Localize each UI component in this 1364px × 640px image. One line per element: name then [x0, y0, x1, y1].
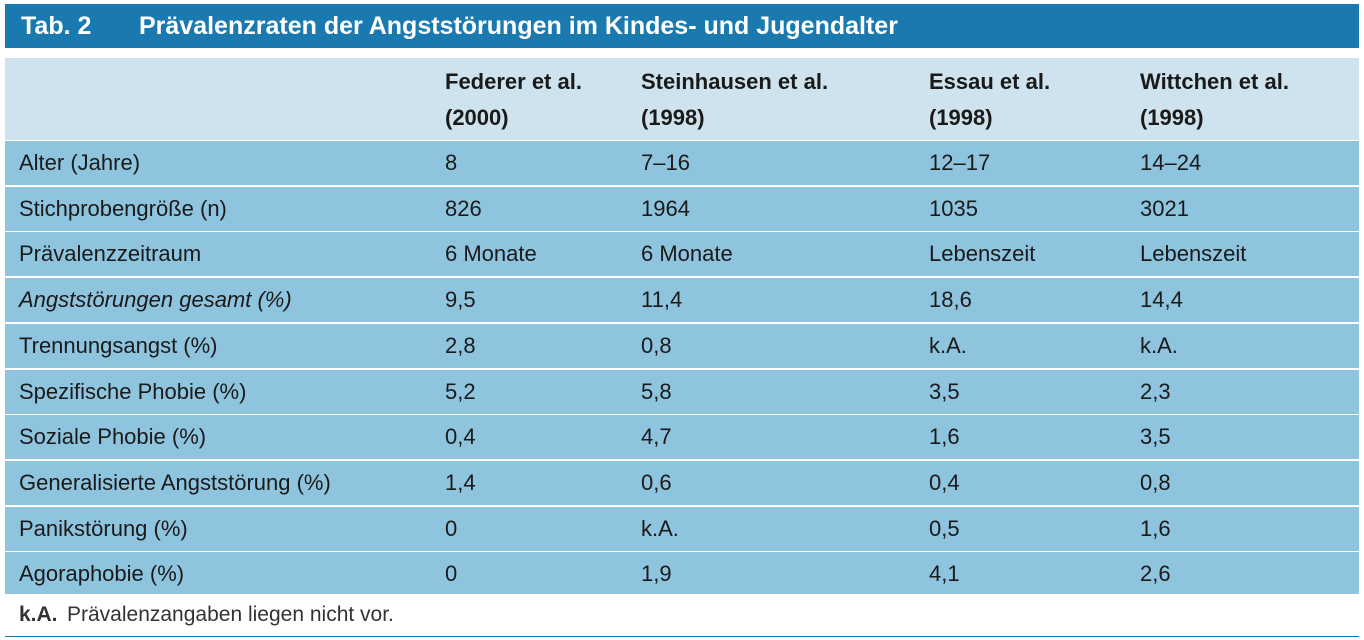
row-label: Prävalenzzeitraum [19, 241, 202, 266]
table-cell: 2,6 [1140, 561, 1171, 586]
table-cell: 0,4 [929, 470, 960, 495]
table-figure: Tab. 2 Prävalenzraten der Angststörungen… [5, 4, 1359, 637]
table-cell: 4,7 [641, 424, 672, 449]
row-label: Spezifische Phobie (%) [19, 379, 247, 404]
table-cell: 0,6 [641, 470, 672, 495]
table-row: Agoraphobie (%) 0 1,9 4,1 2,6 [5, 552, 1359, 596]
table-cell: 1,4 [445, 470, 476, 495]
table-row: Prävalenzzeitraum 6 Monate 6 Monate Lebensz… [5, 232, 1359, 276]
table-row: Alter (Jahre) 8 7–16 12–17 14–24 [5, 141, 1359, 185]
table-cell: 1964 [641, 196, 690, 221]
table-cell: 0 [445, 561, 458, 586]
column-header-essau: Essau et al. (1998) [929, 69, 1051, 130]
table-cell: 826 [445, 196, 482, 221]
column-header-wittchen: Wittchen et al. (1998) [1140, 69, 1289, 130]
table-title: Prävalenzraten der Angststörungen im Kin… [139, 11, 898, 40]
footnote-text: Prävalenzangaben liegen nicht vor. [67, 603, 394, 626]
table-cell: 2,8 [445, 333, 476, 358]
table-cell: 14,4 [1140, 287, 1183, 312]
table-cell: 1,6 [929, 424, 960, 449]
table-cell: 0,5 [929, 516, 960, 541]
table-cell: 12–17 [929, 150, 991, 175]
table-cell: k.A. [929, 333, 967, 358]
table-cell: 0,8 [1140, 470, 1171, 495]
title-separator [5, 48, 1359, 58]
table-cell: 18,6 [929, 287, 972, 312]
table-cell: 8 [445, 150, 458, 175]
table-cell: 1,9 [641, 561, 672, 586]
row-label: Trennungsangst (%) [19, 333, 218, 358]
table-cell: 6 Monate [641, 241, 733, 266]
table-cell: Lebenszeit [929, 241, 1036, 266]
table-cell: 11,4 [641, 287, 683, 312]
table-cell: 0,8 [641, 333, 672, 358]
column-header-row: Federer et al. (2000) Steinhausen et al.(… [5, 58, 1359, 140]
table-cell: 3021 [1140, 196, 1189, 221]
table-cell: k.A. [641, 516, 679, 541]
table-cell: 2,3 [1140, 379, 1171, 404]
table-cell: 1035 [929, 196, 978, 221]
row-label: Soziale Phobie (%) [19, 424, 207, 449]
table-cell: 4,1 [929, 561, 960, 586]
column-header-steinhausen: Steinhausen et al. (1998) [641, 69, 829, 130]
table-row: Spezifische Phobie (%) 5,2 5,8 3,5 2,3 [5, 370, 1359, 414]
table-title-bar: Tab. 2 Prävalenzraten der Angststörungen… [5, 4, 1359, 48]
table-number: Tab. 2 [21, 11, 92, 40]
table-cell: 14–24 [1140, 150, 1202, 175]
table-row: Angststörungen gesamt (%) 9,5 11,4 18,6 14,4 [5, 278, 1359, 322]
table-cell: 7–16 [641, 150, 690, 175]
table-row: Soziale Phobie (%) 0,4 4,7 1,6 3,5 [5, 415, 1359, 459]
table-cell: 9,5 [445, 287, 476, 312]
table-row: Generalisierte Angststörung (%) 1,4 0,6 0,4… [5, 461, 1359, 505]
row-label: Agoraphobie (%) [19, 561, 185, 586]
row-label: Alter (Jahre) [19, 150, 141, 175]
table-cell: 3,5 [929, 379, 960, 404]
table-cell: 5,2 [445, 379, 476, 404]
table-row: Stichprobengröße (n) 826 1964 1035 3021 [5, 187, 1359, 231]
table-row: Panikstörung (%) 0 k.A. 0,5 1,6 [5, 507, 1359, 551]
column-header-federer: Federer et al. (2000) [445, 69, 582, 130]
table-cell: 1,6 [1140, 516, 1171, 541]
table-cell: 5,8 [641, 379, 672, 404]
row-label: Stichprobengröße (n) [19, 196, 227, 221]
table-cell: k.A. [1140, 333, 1178, 358]
table-cell: 6 Monate [445, 241, 537, 266]
table-cell: Lebenszeit [1140, 241, 1247, 266]
row-label: Generalisierte Angststörung (%) [19, 470, 331, 495]
footnote-abbreviation: k.A. [19, 603, 58, 626]
row-label: Angststörungen gesamt (%) [19, 287, 292, 312]
table-cell: 3,5 [1140, 424, 1171, 449]
table-cell: 0 [445, 516, 458, 541]
table-row: Trennungsangst (%) 2,8 0,8 k.A. k.A. [5, 324, 1359, 368]
row-label: Panikstörung (%) [19, 516, 188, 541]
table-footnote: k.A. Prävalenzangaben liegen nicht vor. [5, 594, 1359, 637]
table-cell: 0,4 [445, 424, 476, 449]
